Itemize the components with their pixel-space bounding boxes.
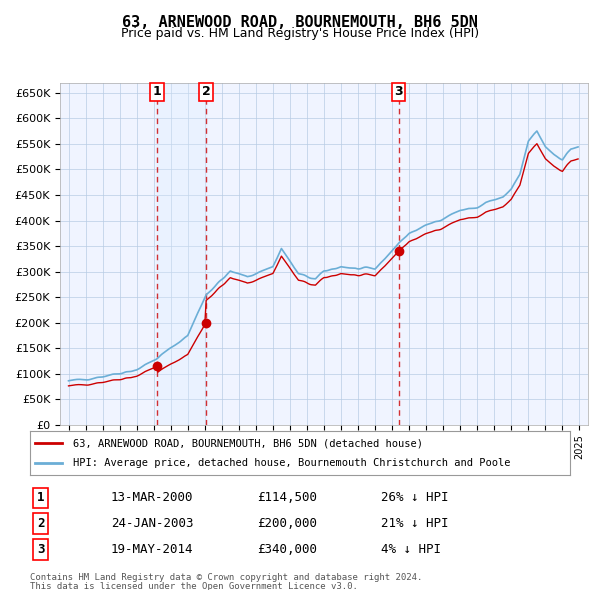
Text: This data is licensed under the Open Government Licence v3.0.: This data is licensed under the Open Gov… <box>30 582 358 590</box>
Text: 63, ARNEWOOD ROAD, BOURNEMOUTH, BH6 5DN: 63, ARNEWOOD ROAD, BOURNEMOUTH, BH6 5DN <box>122 15 478 30</box>
Text: 24-JAN-2003: 24-JAN-2003 <box>111 517 193 530</box>
Text: 4% ↓ HPI: 4% ↓ HPI <box>381 543 441 556</box>
Text: 2: 2 <box>37 517 44 530</box>
Text: 21% ↓ HPI: 21% ↓ HPI <box>381 517 449 530</box>
Text: Contains HM Land Registry data © Crown copyright and database right 2024.: Contains HM Land Registry data © Crown c… <box>30 573 422 582</box>
Text: 13-MAR-2000: 13-MAR-2000 <box>111 491 193 504</box>
Text: 2: 2 <box>202 86 211 99</box>
Text: £340,000: £340,000 <box>257 543 317 556</box>
Text: £114,500: £114,500 <box>257 491 317 504</box>
Text: HPI: Average price, detached house, Bournemouth Christchurch and Poole: HPI: Average price, detached house, Bour… <box>73 458 511 467</box>
Text: 63, ARNEWOOD ROAD, BOURNEMOUTH, BH6 5DN (detached house): 63, ARNEWOOD ROAD, BOURNEMOUTH, BH6 5DN … <box>73 438 423 448</box>
Text: 1: 1 <box>153 86 161 99</box>
Bar <box>157 83 206 425</box>
Text: 3: 3 <box>37 543 44 556</box>
Text: 3: 3 <box>394 86 403 99</box>
Text: Price paid vs. HM Land Registry's House Price Index (HPI): Price paid vs. HM Land Registry's House … <box>121 27 479 40</box>
Text: 19-MAY-2014: 19-MAY-2014 <box>111 543 193 556</box>
Text: 1: 1 <box>37 491 44 504</box>
Text: £200,000: £200,000 <box>257 517 317 530</box>
Text: 26% ↓ HPI: 26% ↓ HPI <box>381 491 449 504</box>
